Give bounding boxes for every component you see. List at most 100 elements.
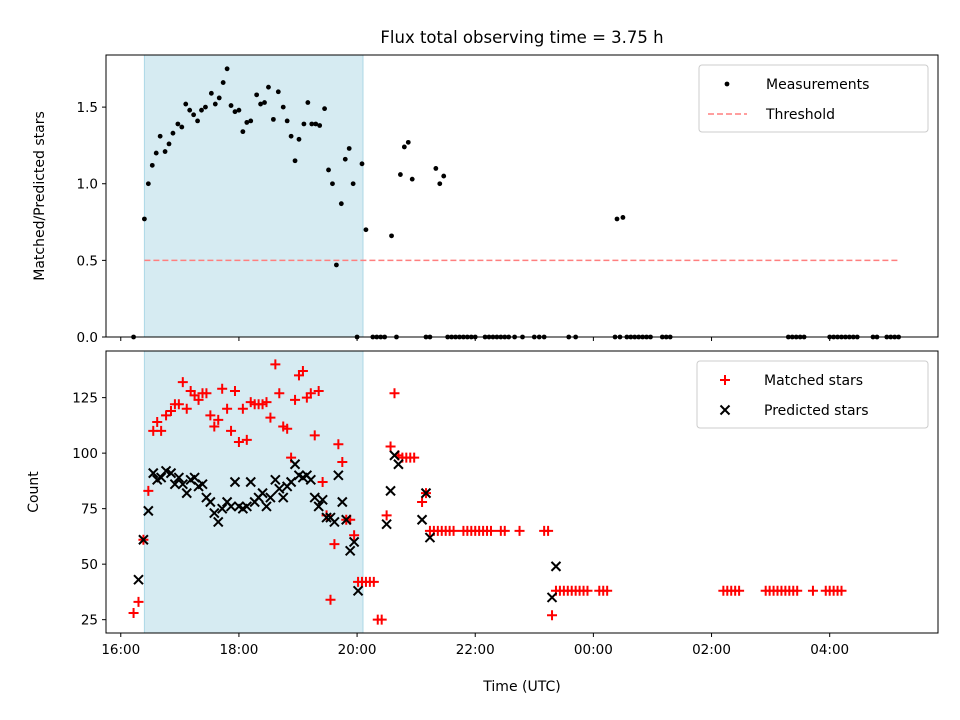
measurement-point [262, 100, 267, 105]
matched-stars-point [836, 585, 847, 596]
measurement-point [363, 227, 369, 233]
legend-box [698, 64, 929, 133]
matched-stars-point [582, 585, 593, 596]
measurement-point [441, 173, 447, 179]
predicted-stars-point [305, 474, 317, 485]
matched-stars-point [205, 410, 216, 421]
x-tick-label: 18:00 [219, 642, 258, 658]
measurement-point [258, 101, 263, 107]
matched-stars-point [547, 610, 558, 621]
matched-stars-point [602, 585, 613, 596]
measurement-point [309, 121, 315, 127]
matched-stars-point [381, 510, 392, 521]
predicted-stars-point [321, 512, 332, 523]
matched-stars-point [325, 594, 336, 605]
x-tick-label: 04:00 [810, 642, 849, 658]
matched-stars-point [297, 365, 308, 376]
matched-stars-point [389, 388, 400, 399]
measurement-point [409, 176, 415, 182]
measurement-point [401, 144, 407, 150]
measurement-point [326, 167, 331, 173]
predicted-stars-point [389, 450, 400, 461]
measurement-point [284, 118, 290, 124]
measurement-point [301, 121, 307, 127]
legend-marker-measurements [724, 81, 730, 87]
matched-stars-point [233, 437, 244, 448]
predicted-stars-point [333, 470, 344, 481]
measurement-point [270, 116, 276, 122]
measurement-point [199, 107, 204, 113]
measurement-point [305, 100, 311, 105]
matched-stars-point [165, 405, 176, 416]
x-tick-label: 02:00 [692, 642, 731, 658]
predicted-stars-point [393, 459, 404, 470]
measurement-point [433, 166, 439, 171]
predicted-stars-point [173, 472, 185, 483]
predicted-stars-point [216, 503, 228, 514]
matched-stars-point [209, 421, 220, 432]
y-tick-label: 50 [81, 557, 98, 573]
y-tick-label: 75 [81, 502, 98, 518]
predicted-stars-point [225, 501, 237, 512]
measurement-point [203, 104, 208, 110]
matched-stars-point [376, 614, 387, 625]
measurement-point [338, 201, 344, 207]
legend-label: Predicted stars [764, 403, 869, 419]
measurement-point [244, 120, 250, 125]
measurement-point [187, 107, 193, 113]
chart-title: Flux total observing time = 3.75 h [380, 28, 663, 47]
predicted-stars-point [381, 518, 392, 530]
measurement-point [142, 216, 147, 222]
predicted-stars-point [270, 474, 281, 485]
measurement-point [232, 109, 238, 115]
x-tick-label: 20:00 [338, 642, 377, 658]
matched-stars-point [177, 377, 188, 388]
matched-stars-point [265, 412, 276, 423]
matched-stars-point [201, 388, 212, 399]
matched-stars-point [290, 394, 301, 405]
axes-frame [105, 350, 939, 634]
matched-stars-point [128, 608, 139, 619]
measurement-point [342, 156, 348, 162]
matched-stars-point [143, 485, 154, 496]
predicted-stars-point [274, 483, 285, 494]
legend-box [696, 360, 929, 429]
predicted-stars-point [155, 472, 167, 483]
matched-stars-point [792, 585, 803, 596]
x-tick-label: 00:00 [574, 642, 613, 658]
legend: Measurements Threshold [698, 64, 929, 133]
predicted-stars-point [205, 496, 216, 508]
legend-label: Measurements [766, 77, 869, 93]
measurement-point [162, 149, 168, 154]
measurement-point [153, 150, 159, 156]
x-axis-label: Time (UTC) [482, 679, 560, 695]
measurement-point [220, 80, 226, 85]
measurement-point [183, 101, 189, 107]
y-tick-label: 100 [72, 446, 98, 462]
measurement-point [175, 121, 181, 127]
y-axis-label: Matched/Predicted stars [32, 111, 48, 281]
matched-stars-point [337, 457, 348, 468]
predicted-stars-point [245, 476, 256, 488]
x-tick-label: 22:00 [456, 642, 495, 658]
predicted-stars-point [289, 459, 301, 470]
predicted-stars-point [209, 507, 220, 519]
measurement-point [346, 146, 352, 151]
measurement-point [191, 112, 197, 118]
matched-stars-point [734, 585, 745, 596]
legend-marker-predicted [719, 404, 731, 416]
predicted-stars-point [550, 561, 562, 572]
measurement-point [236, 107, 242, 113]
predicted-stars-point [148, 467, 159, 479]
matched-stars-point [152, 417, 163, 428]
matched-stars-point [543, 525, 554, 536]
y-tick-label: 25 [81, 613, 98, 629]
measurement-point [405, 139, 411, 145]
measurement-point [292, 158, 298, 164]
measurement-point [330, 181, 335, 187]
legend-marker-matched [720, 375, 730, 385]
measurement-point [389, 233, 394, 239]
measurement-point [157, 133, 163, 139]
matched-stars-point [448, 525, 459, 536]
measurement-point [195, 118, 200, 124]
